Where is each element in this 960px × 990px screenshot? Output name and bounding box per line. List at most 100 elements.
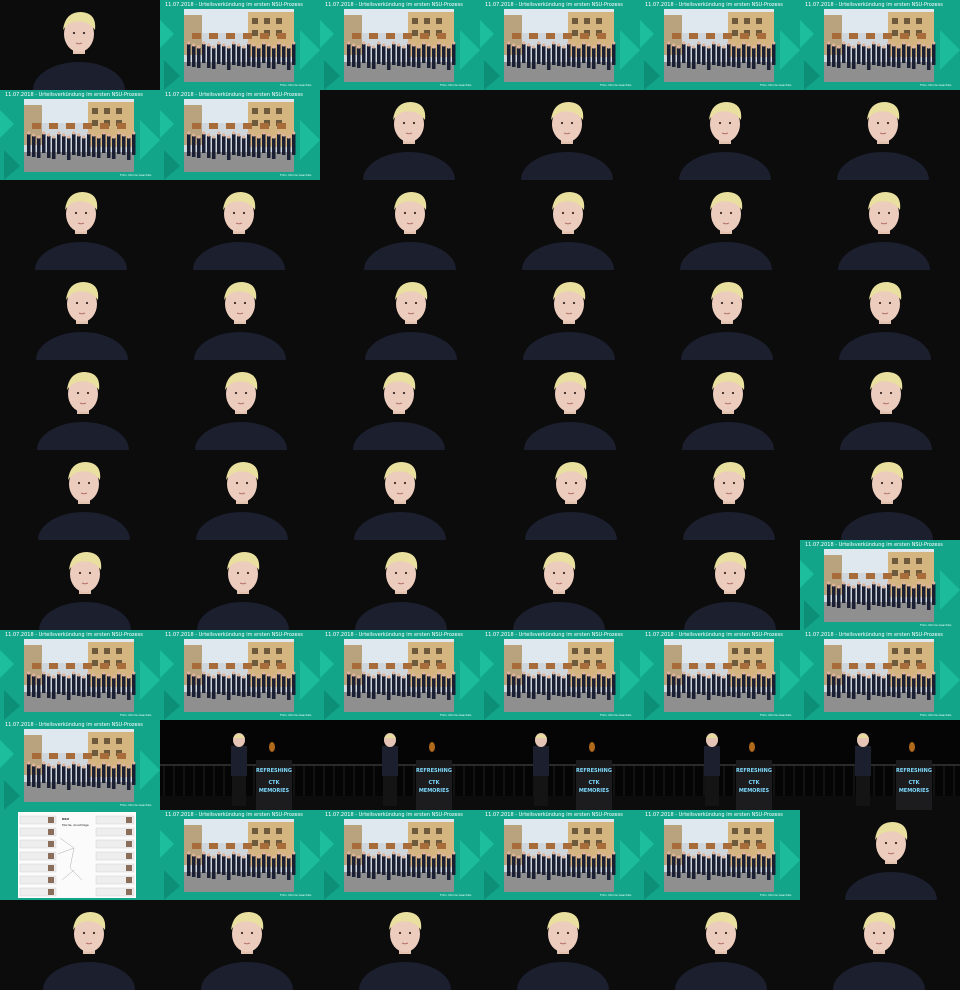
speaker-thumbnail[interactable] [0,270,160,360]
speaker-thumbnail[interactable] [640,360,800,450]
podium-line1: REFRESHING [416,768,452,774]
slide-thumbnail[interactable]: 11.07.2018 - Urteilsverkündung im ersten… [0,630,160,720]
photo-credit: Foto: Nicole Gaschke [760,83,792,87]
speaker-thumbnail[interactable] [480,180,640,270]
slide-title: 11.07.2018 - Urteilsverkündung im ersten… [325,632,463,638]
speaker-thumbnail[interactable] [160,450,320,540]
slide-title: 11.07.2018 - Urteilsverkündung im ersten… [165,632,303,638]
slide-thumbnail[interactable]: 11.07.2018 - Urteilsverkündung im ersten… [800,0,960,90]
stage-thumbnail[interactable]: REFRESHING CTK MEMORIES [640,720,800,810]
speaker-frame [640,360,800,450]
speaker-thumbnail[interactable] [800,360,960,450]
photo-credit: Foto: Nicole Gaschke [600,83,632,87]
svg-text:CTK: CTK [269,780,281,786]
speaker-thumbnail[interactable] [800,900,960,990]
speaker-thumbnail[interactable] [640,180,800,270]
speaker-thumbnail[interactable] [800,180,960,270]
slide-frame: 11.07.2018 - Urteilsverkündung im ersten… [800,0,960,90]
speaker-thumbnail[interactable] [320,180,480,270]
slide-thumbnail[interactable]: 11.07.2018 - Urteilsverkündung im ersten… [800,540,960,630]
stage-frame: REFRESHING CTK MEMORIES [320,720,480,810]
slide-thumbnail[interactable]: 11.07.2018 - Urteilsverkündung im ersten… [480,810,640,900]
slide-thumbnail[interactable]: 11.07.2018 - Urteilsverkündung im ersten… [160,630,320,720]
slide-thumbnail[interactable]: 11.07.2018 - Urteilsverkündung im ersten… [160,810,320,900]
speaker-thumbnail[interactable] [0,360,160,450]
slide-title: 11.07.2018 - Urteilsverkündung im ersten… [805,542,943,548]
speaker-thumbnail[interactable] [640,90,800,180]
slide-thumbnail[interactable]: 11.07.2018 - Urteilsverkündung im ersten… [0,90,160,180]
slide-thumbnail[interactable]: 11.07.2018 - Urteilsverkündung im ersten… [480,630,640,720]
speaker-thumbnail[interactable] [480,360,640,450]
photo-credit: Foto: Nicole Gaschke [120,713,152,717]
speaker-thumbnail[interactable] [160,360,320,450]
speaker-thumbnail[interactable] [320,360,480,450]
slide-thumbnail[interactable]: 11.07.2018 - Urteilsverkündung im ersten… [640,630,800,720]
slide-title: 11.07.2018 - Urteilsverkündung im ersten… [485,632,623,638]
slide-thumbnail[interactable]: 11.07.2018 - Urteilsverkündung im ersten… [640,810,800,900]
speaker-thumbnail[interactable] [480,90,640,180]
speaker-thumbnail[interactable] [800,90,960,180]
speaker-frame [480,90,640,180]
slide-thumbnail[interactable]: 11.07.2018 - Urteilsverkündung im ersten… [320,810,480,900]
slide-thumbnail[interactable]: 11.07.2018 - Urteilsverkündung im ersten… [320,0,480,90]
slide-thumbnail[interactable]: 11.07.2018 - Urteilsverkündung im ersten… [320,630,480,720]
slide-title: 11.07.2018 - Urteilsverkündung im ersten… [5,632,143,638]
slide-thumbnail[interactable]: 11.07.2018 - Urteilsverkündung im ersten… [800,630,960,720]
speaker-thumbnail[interactable] [800,450,960,540]
speaker-frame [320,450,480,540]
speaker-frame [0,450,160,540]
speaker-frame [640,540,800,630]
slide-title: 11.07.2018 - Urteilsverkündung im ersten… [165,92,303,98]
svg-text:CTK: CTK [589,780,601,786]
speaker-thumbnail[interactable] [0,900,160,990]
speaker-frame [320,540,480,630]
slide-thumbnail[interactable]: 11.07.2018 - Urteilsverkündung im ersten… [640,0,800,90]
speaker-frame [640,180,800,270]
stage-thumbnail[interactable]: REFRESHING CTK MEMORIES [480,720,640,810]
slide-title: 11.07.2018 - Urteilsverkündung im ersten… [5,722,143,728]
stage-thumbnail[interactable]: REFRESHING CTK MEMORIES [160,720,320,810]
speaker-thumbnail[interactable] [160,270,320,360]
podium-line1: REFRESHING [576,768,612,774]
speaker-thumbnail[interactable] [0,450,160,540]
speaker-thumbnail[interactable] [0,540,160,630]
slide-frame: 11.07.2018 - Urteilsverkündung im ersten… [640,810,800,900]
speaker-thumbnail[interactable] [320,270,480,360]
speaker-thumbnail[interactable] [640,900,800,990]
slide-frame: 11.07.2018 - Urteilsverkündung im ersten… [0,630,160,720]
speaker-thumbnail[interactable] [480,450,640,540]
speaker-thumbnail[interactable] [800,810,960,900]
speaker-frame [480,450,640,540]
speaker-thumbnail[interactable] [800,270,960,360]
stage-frame: REFRESHING CTK MEMORIES [480,720,640,810]
nsu-thumbnail[interactable]: NSU Morde, Anschläge [0,810,160,900]
speaker-thumbnail[interactable] [320,450,480,540]
slide-thumbnail[interactable]: 11.07.2018 - Urteilsverkündung im ersten… [160,90,320,180]
slide-thumbnail[interactable]: 11.07.2018 - Urteilsverkündung im ersten… [160,0,320,90]
svg-text:CTK: CTK [749,780,761,786]
speaker-thumbnail[interactable] [160,180,320,270]
stage-thumbnail[interactable]: REFRESHING CTK MEMORIES [800,720,960,810]
speaker-frame [160,900,320,990]
speaker-thumbnail[interactable] [480,270,640,360]
speaker-thumbnail[interactable] [640,540,800,630]
stage-thumbnail[interactable]: REFRESHING CTK MEMORIES [320,720,480,810]
speaker-thumbnail[interactable] [320,90,480,180]
speaker-thumbnail[interactable] [480,900,640,990]
speaker-thumbnail[interactable] [0,0,160,90]
speaker-thumbnail[interactable] [480,540,640,630]
speaker-thumbnail[interactable] [0,180,160,270]
podium-line1: REFRESHING [896,768,932,774]
speaker-thumbnail[interactable] [160,540,320,630]
slide-thumbnail[interactable]: 11.07.2018 - Urteilsverkündung im ersten… [0,720,160,810]
photo-credit: Foto: Nicole Gaschke [280,893,312,897]
photo-credit: Foto: Nicole Gaschke [600,713,632,717]
slide-thumbnail[interactable]: 11.07.2018 - Urteilsverkündung im ersten… [480,0,640,90]
speaker-thumbnail[interactable] [320,900,480,990]
speaker-thumbnail[interactable] [640,450,800,540]
speaker-thumbnail[interactable] [320,540,480,630]
speaker-frame [0,270,160,360]
speaker-thumbnail[interactable] [640,270,800,360]
speaker-thumbnail[interactable] [160,900,320,990]
